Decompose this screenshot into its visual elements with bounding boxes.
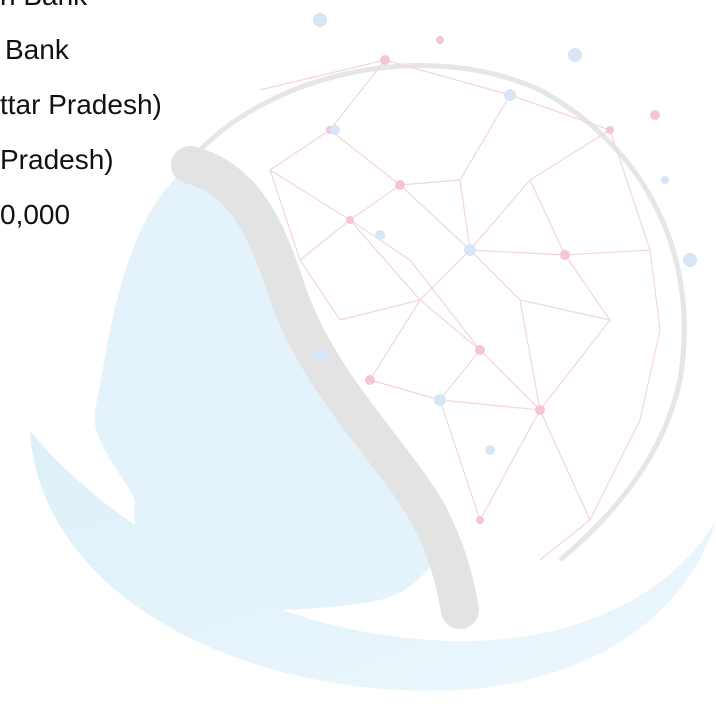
text-line: 0,000	[0, 199, 70, 231]
text-line: Pradesh)	[0, 144, 114, 176]
text-line: n Bank	[0, 0, 87, 12]
text-line: Bank	[5, 34, 69, 66]
text-line: ttar Pradesh)	[0, 89, 162, 121]
text-block: n Bank Bank ttar Pradesh) Pradesh) 0,000	[0, 0, 716, 726]
page: n Bank Bank ttar Pradesh) Pradesh) 0,000…	[0, 0, 716, 726]
